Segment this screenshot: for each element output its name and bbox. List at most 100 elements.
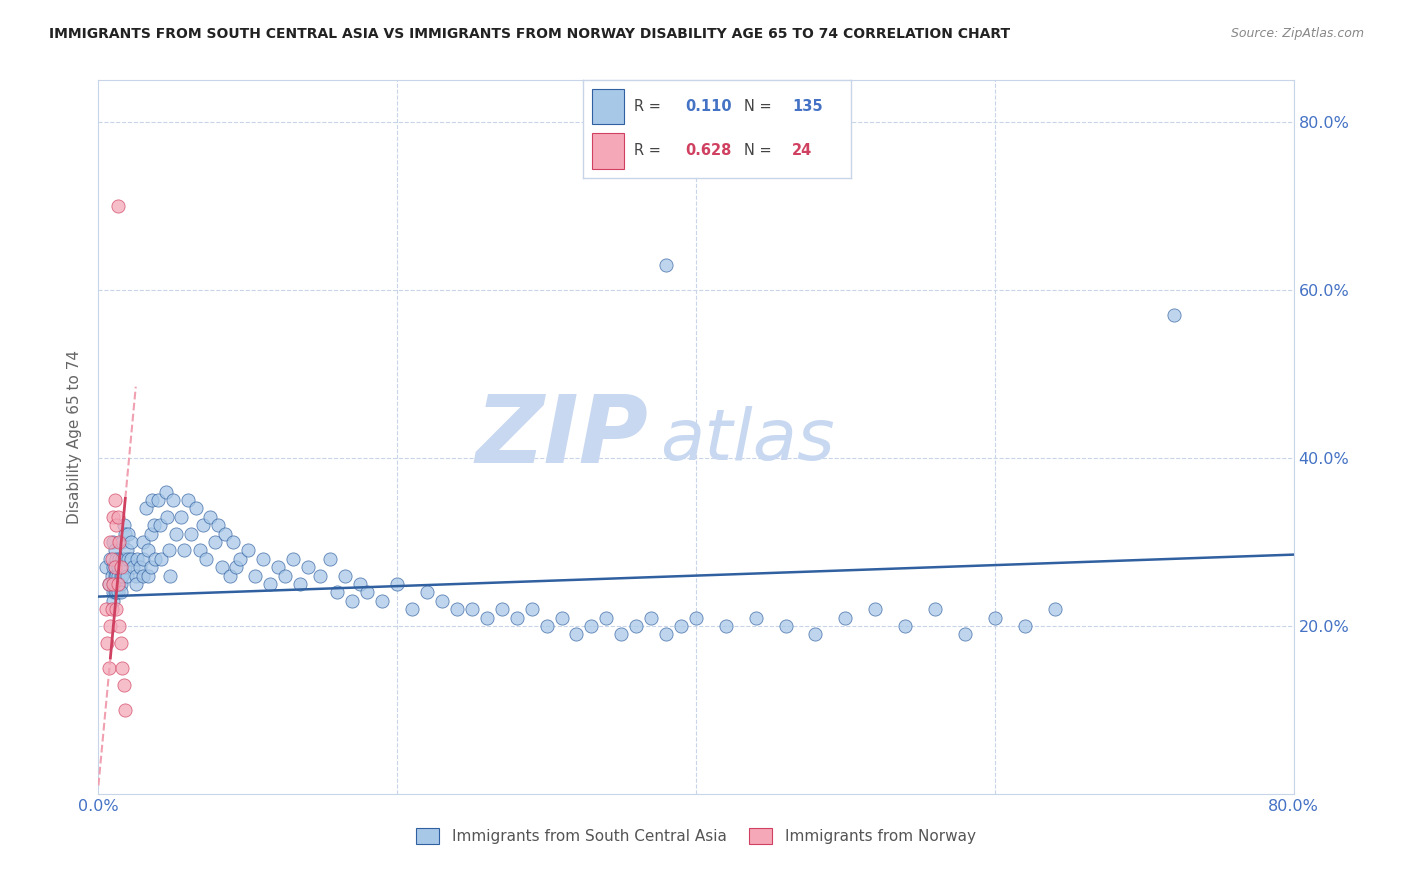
- Point: [714, 619, 737, 633]
- Point: [108, 577, 131, 591]
- Point: [229, 551, 252, 566]
- Point: [274, 568, 297, 582]
- Point: [103, 535, 125, 549]
- Point: [204, 535, 226, 549]
- Point: [745, 610, 768, 624]
- Point: [132, 551, 155, 566]
- Point: [191, 518, 214, 533]
- Point: [107, 560, 129, 574]
- Point: [105, 568, 128, 582]
- Point: [125, 577, 148, 591]
- Point: [111, 551, 134, 566]
- Text: R =: R =: [634, 99, 661, 114]
- Point: [349, 577, 371, 591]
- Text: 0.628: 0.628: [685, 144, 731, 159]
- Legend: Immigrants from South Central Asia, Immigrants from Norway: Immigrants from South Central Asia, Immi…: [411, 822, 981, 850]
- Point: [104, 585, 127, 599]
- Point: [626, 619, 648, 633]
- Point: [112, 518, 135, 533]
- Point: [111, 661, 134, 675]
- Point: [98, 619, 122, 633]
- Point: [97, 661, 120, 675]
- Point: [669, 619, 692, 633]
- Bar: [592, 89, 623, 124]
- Point: [127, 551, 149, 566]
- Text: IMMIGRANTS FROM SOUTH CENTRAL ASIA VS IMMIGRANTS FROM NORWAY DISABILITY AGE 65 T: IMMIGRANTS FROM SOUTH CENTRAL ASIA VS IM…: [49, 27, 1011, 41]
- Point: [446, 602, 468, 616]
- Point: [117, 551, 139, 566]
- Point: [142, 518, 165, 533]
- Text: ZIP: ZIP: [475, 391, 648, 483]
- Point: [236, 543, 259, 558]
- Point: [655, 258, 678, 272]
- Point: [104, 560, 127, 574]
- Point: [143, 551, 166, 566]
- Text: Source: ZipAtlas.com: Source: ZipAtlas.com: [1230, 27, 1364, 40]
- Point: [141, 493, 163, 508]
- Point: [111, 568, 134, 582]
- Point: [114, 703, 136, 717]
- Point: [115, 568, 138, 582]
- Point: [103, 577, 125, 591]
- Text: 24: 24: [792, 144, 813, 159]
- Point: [114, 560, 136, 574]
- Point: [297, 560, 319, 574]
- Point: [98, 551, 122, 566]
- Point: [114, 551, 136, 566]
- Point: [581, 619, 603, 633]
- Point: [96, 636, 118, 650]
- Point: [101, 602, 124, 616]
- Point: [834, 610, 856, 624]
- Point: [105, 585, 128, 599]
- Point: [117, 526, 139, 541]
- Point: [139, 526, 162, 541]
- Point: [162, 493, 184, 508]
- Point: [157, 543, 180, 558]
- Point: [430, 594, 453, 608]
- Point: [319, 551, 342, 566]
- Point: [245, 568, 267, 582]
- Point: [112, 551, 135, 566]
- Point: [640, 610, 662, 624]
- Point: [112, 678, 135, 692]
- Point: [114, 526, 136, 541]
- Point: [101, 551, 124, 566]
- Point: [308, 568, 330, 582]
- Point: [101, 568, 124, 582]
- Point: [107, 509, 129, 524]
- Point: [107, 577, 129, 591]
- Point: [107, 199, 129, 213]
- Text: atlas: atlas: [661, 406, 835, 475]
- Point: [214, 526, 236, 541]
- Text: 135: 135: [792, 99, 823, 114]
- Point: [1163, 309, 1185, 323]
- Point: [103, 509, 125, 524]
- Point: [110, 577, 132, 591]
- Point: [148, 493, 170, 508]
- Point: [136, 568, 159, 582]
- Point: [894, 619, 917, 633]
- Text: N =: N =: [744, 144, 772, 159]
- Point: [105, 602, 128, 616]
- Y-axis label: Disability Age 65 to 74: Disability Age 65 to 74: [67, 350, 83, 524]
- Point: [1043, 602, 1066, 616]
- Point: [107, 585, 129, 599]
- Point: [132, 535, 155, 549]
- Point: [195, 551, 218, 566]
- Point: [97, 577, 120, 591]
- Point: [105, 518, 128, 533]
- Point: [135, 501, 157, 516]
- Point: [252, 551, 274, 566]
- Point: [110, 568, 132, 582]
- Point: [108, 551, 131, 566]
- Point: [188, 543, 211, 558]
- Point: [149, 518, 172, 533]
- Point: [107, 568, 129, 582]
- Point: [103, 560, 125, 574]
- Point: [110, 560, 132, 574]
- Point: [401, 602, 423, 616]
- Point: [110, 636, 132, 650]
- Point: [156, 509, 179, 524]
- Point: [775, 619, 797, 633]
- Point: [129, 560, 152, 574]
